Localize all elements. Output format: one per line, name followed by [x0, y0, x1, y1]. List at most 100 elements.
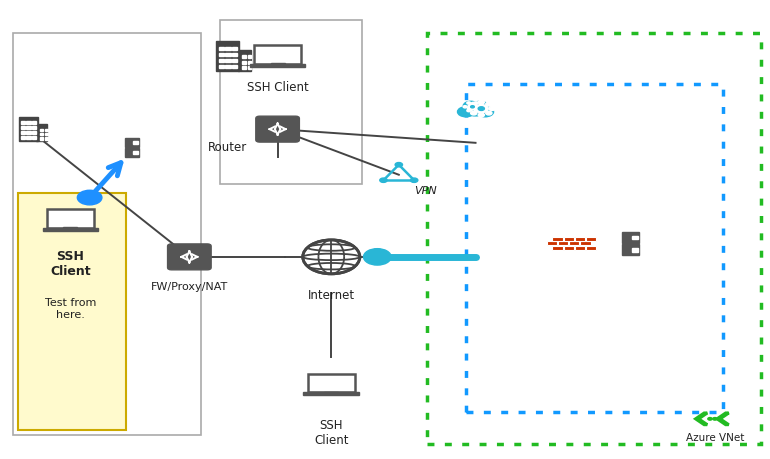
- Bar: [232, 65, 237, 68]
- Circle shape: [474, 105, 488, 113]
- Circle shape: [467, 102, 470, 104]
- Bar: [621, 244, 639, 255]
- Bar: [324, 392, 338, 393]
- Bar: [466, 84, 722, 412]
- Bar: [45, 133, 48, 135]
- Text: Router: Router: [208, 140, 247, 154]
- Bar: [270, 63, 285, 65]
- Circle shape: [708, 418, 712, 420]
- Bar: [226, 52, 230, 56]
- Bar: [243, 56, 246, 58]
- Bar: [45, 137, 48, 140]
- Bar: [40, 137, 43, 140]
- Bar: [248, 66, 251, 69]
- Bar: [26, 126, 31, 129]
- Circle shape: [478, 107, 484, 111]
- Circle shape: [380, 178, 387, 182]
- Bar: [574, 237, 585, 241]
- Bar: [232, 52, 237, 56]
- Circle shape: [467, 109, 470, 112]
- Bar: [36, 124, 47, 141]
- Bar: [427, 34, 761, 444]
- Bar: [248, 56, 251, 58]
- Bar: [63, 228, 78, 229]
- Bar: [32, 126, 36, 129]
- Text: SSH
Client: SSH Client: [50, 250, 91, 278]
- Circle shape: [468, 104, 477, 110]
- Bar: [26, 131, 31, 134]
- Bar: [243, 61, 246, 64]
- Bar: [248, 61, 251, 64]
- Bar: [226, 59, 230, 62]
- Bar: [26, 136, 31, 139]
- Circle shape: [477, 107, 494, 117]
- Bar: [26, 121, 31, 124]
- Circle shape: [464, 102, 487, 116]
- Bar: [18, 117, 38, 141]
- Bar: [32, 136, 36, 139]
- Bar: [552, 246, 563, 250]
- Text: SSH Client: SSH Client: [246, 81, 309, 94]
- Bar: [564, 246, 574, 250]
- Circle shape: [486, 102, 492, 106]
- Circle shape: [464, 106, 467, 108]
- Bar: [18, 193, 126, 430]
- Bar: [632, 248, 638, 252]
- Circle shape: [713, 418, 717, 420]
- Bar: [216, 41, 239, 71]
- Text: SSH
Client: SSH Client: [314, 419, 349, 447]
- Bar: [21, 136, 25, 139]
- Circle shape: [473, 101, 488, 111]
- Circle shape: [718, 418, 722, 420]
- Bar: [581, 241, 591, 246]
- Bar: [254, 45, 301, 64]
- Bar: [547, 241, 557, 246]
- Text: VPN: VPN: [414, 186, 437, 196]
- Circle shape: [395, 162, 403, 167]
- Bar: [552, 237, 563, 241]
- Bar: [125, 148, 139, 157]
- Bar: [574, 246, 585, 250]
- Bar: [243, 66, 246, 69]
- Bar: [564, 237, 574, 241]
- Bar: [238, 50, 251, 71]
- Circle shape: [478, 113, 484, 117]
- Bar: [226, 46, 230, 50]
- Circle shape: [464, 101, 479, 111]
- Bar: [21, 131, 25, 134]
- Bar: [308, 374, 354, 392]
- Bar: [632, 235, 638, 240]
- Circle shape: [489, 107, 495, 111]
- Bar: [558, 241, 568, 246]
- Circle shape: [478, 101, 484, 104]
- Bar: [219, 52, 224, 56]
- Bar: [219, 65, 224, 68]
- Bar: [133, 141, 138, 145]
- Bar: [621, 232, 639, 243]
- FancyBboxPatch shape: [256, 116, 300, 142]
- Bar: [42, 228, 99, 231]
- Bar: [232, 46, 237, 50]
- Bar: [219, 46, 224, 50]
- Circle shape: [470, 111, 477, 115]
- Circle shape: [410, 178, 418, 182]
- Bar: [303, 392, 359, 395]
- Circle shape: [478, 106, 482, 108]
- Circle shape: [363, 249, 391, 265]
- Bar: [45, 129, 48, 131]
- Bar: [220, 20, 362, 184]
- Bar: [232, 59, 237, 62]
- Bar: [32, 121, 36, 124]
- Bar: [219, 59, 224, 62]
- Circle shape: [474, 109, 478, 112]
- Bar: [226, 65, 230, 68]
- Circle shape: [486, 111, 492, 115]
- Bar: [133, 151, 138, 154]
- Bar: [569, 241, 580, 246]
- Bar: [249, 63, 306, 67]
- Bar: [586, 237, 596, 241]
- Text: Internet: Internet: [308, 289, 355, 302]
- Circle shape: [77, 190, 102, 205]
- Text: Azure VNet: Azure VNet: [686, 432, 744, 442]
- Circle shape: [467, 107, 474, 111]
